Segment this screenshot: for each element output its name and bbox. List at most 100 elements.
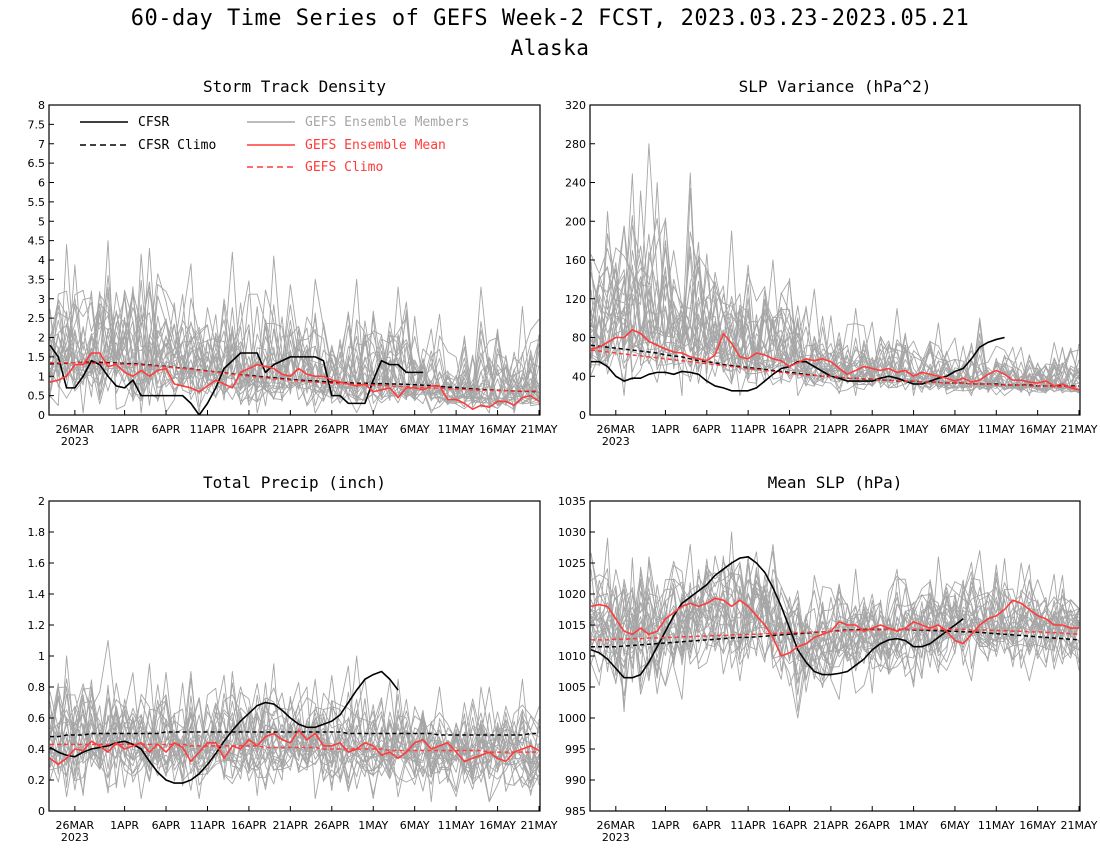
y-tick-label: 1.2 <box>28 619 46 632</box>
y-tick-label: 7.5 <box>28 118 46 131</box>
y-tick-label: 7 <box>38 138 45 151</box>
gefs-ensemble-mean-line <box>49 729 540 766</box>
y-tick-label: 0.6 <box>28 712 46 725</box>
ensemble-member-line <box>49 302 540 403</box>
ensemble-member-line <box>49 694 540 791</box>
ensemble-member-line <box>590 552 1080 693</box>
ensemble-member-line <box>49 280 540 406</box>
x-tick-label: 16APR <box>772 819 808 832</box>
x-tick-label: 26MAR <box>596 819 635 832</box>
plot-area <box>49 240 540 415</box>
ensemble-member-line <box>590 255 1080 393</box>
y-tick-label: 280 <box>565 138 586 151</box>
legend-label: CFSR <box>138 115 169 130</box>
x-tick-label: 1APR <box>651 819 680 832</box>
y-tick-label: 240 <box>565 177 586 190</box>
y-tick-label: 1030 <box>558 526 586 539</box>
chart-title: Storm Track Density <box>203 77 386 96</box>
cfsr-climo-line <box>50 731 539 738</box>
chart-title: Total Precip (inch) <box>203 473 386 492</box>
x-tick-label: 6MAY <box>940 423 970 436</box>
y-tick-label: 320 <box>565 99 586 112</box>
y-tick-label: 1000 <box>558 712 586 725</box>
y-tick-label: 3.5 <box>28 273 46 286</box>
y-tick-label: 6.5 <box>28 157 46 170</box>
figure-title: 60-day Time Series of GEFS Week-2 FCST, … <box>130 6 970 31</box>
ensemble-member-line <box>590 182 1080 393</box>
chart-legend: CFSR CFSR Climo GEFS Ensemble Members GEFS … <box>80 115 469 175</box>
x-tick-label: 6APR <box>692 423 721 436</box>
y-tick-label: 0.8 <box>28 681 46 694</box>
y-tick-label: 0 <box>38 805 45 818</box>
gefs-ensemble-mean-line <box>590 597 1079 657</box>
y-tick-label: 1035 <box>558 495 586 508</box>
x-tick-label: 6APR <box>152 819 181 832</box>
gefs-ensemble-mean-line <box>590 328 1080 391</box>
y-tick-label: 40 <box>572 370 586 383</box>
y-tick-label: 1010 <box>558 650 586 663</box>
cfsr-climo-line <box>591 628 1080 648</box>
plot-area <box>590 143 1080 397</box>
cfsr-line <box>49 344 423 415</box>
gefs-climo-line <box>50 361 539 392</box>
x-tick-label: 1MAY <box>358 423 388 436</box>
ensemble-member-line <box>590 218 1080 393</box>
ensemble-member-line <box>590 558 1080 681</box>
gefs-climo-line <box>591 628 1080 641</box>
ensemble-member-line <box>590 262 1080 391</box>
chart-panel: Mean SLP (hPa) 985 990 995 1000 1005 1010 1015 1… <box>558 473 1098 844</box>
x-tick-label: 26MAR <box>56 819 95 832</box>
x-tick-label: 16APR <box>772 423 808 436</box>
x-tick-label: 21APR <box>813 423 849 436</box>
gefs-climo-line <box>50 743 539 753</box>
x-tick-label: 11MAY <box>438 423 475 436</box>
y-tick-label: 1025 <box>558 557 586 570</box>
x-tick-label: 6APR <box>692 819 721 832</box>
x-year-label: 2023 <box>61 435 89 448</box>
legend-label: GEFS Ensemble Members <box>305 115 469 130</box>
x-tick-label: 26APR <box>314 423 350 436</box>
x-tick-label: 26MAR <box>56 423 95 436</box>
chart-title: SLP Variance (hPa^2) <box>739 77 932 96</box>
y-tick-label: 2 <box>38 332 45 345</box>
x-tick-label: 11MAY <box>978 819 1015 832</box>
y-tick-label: 1 <box>38 650 45 663</box>
y-tick-label: 4.5 <box>28 235 46 248</box>
x-tick-label: 21MAY <box>521 423 558 436</box>
x-tick-label: 1MAY <box>899 819 929 832</box>
y-tick-label: 0 <box>579 409 586 422</box>
y-tick-label: 200 <box>565 215 586 228</box>
x-tick-label: 21APR <box>272 423 308 436</box>
x-tick-label: 16APR <box>231 819 267 832</box>
x-tick-label: 21MAY <box>521 819 558 832</box>
y-tick-label: 0.4 <box>28 743 46 756</box>
y-tick-label: 1.4 <box>28 588 46 601</box>
x-tick-label: 21APR <box>272 819 308 832</box>
x-tick-label: 16APR <box>231 423 267 436</box>
x-tick-label: 1MAY <box>358 819 388 832</box>
x-tick-label: 1APR <box>110 819 139 832</box>
y-tick-label: 0.2 <box>28 774 46 787</box>
chart-title: Mean SLP (hPa) <box>768 473 903 492</box>
x-tick-label: 26MAR <box>596 423 635 436</box>
y-tick-label: 0.5 <box>28 390 46 403</box>
x-tick-label: 11MAY <box>438 819 475 832</box>
ensemble-member-line <box>590 569 1080 695</box>
ensemble-member-line <box>49 328 540 410</box>
legend-label: GEFS Ensemble Mean <box>305 138 446 153</box>
legend-label: CFSR Climo <box>138 138 216 153</box>
x-tick-label: 16MAY <box>1019 423 1056 436</box>
y-tick-label: 1.5 <box>28 351 46 364</box>
ensemble-members <box>590 143 1080 397</box>
legend-label: GEFS Climo <box>305 160 383 175</box>
chart-panel: Storm Track Density 0 0.5 1 1.5 2 2.5 3 3.5 4 4.5 5… <box>28 77 558 448</box>
x-tick-label: 26APR <box>854 423 890 436</box>
x-year-label: 2023 <box>602 831 630 844</box>
gefs-climo-line <box>590 349 1079 388</box>
y-tick-label: 0 <box>38 409 45 422</box>
y-tick-label: 5.5 <box>28 196 46 209</box>
cfsr-line <box>590 556 964 679</box>
ensemble-members <box>49 240 540 414</box>
chart-panel: Total Precip (inch) 0 0.2 0.4 0.6 0.8 1 1.2 1.4 1… <box>28 473 558 844</box>
